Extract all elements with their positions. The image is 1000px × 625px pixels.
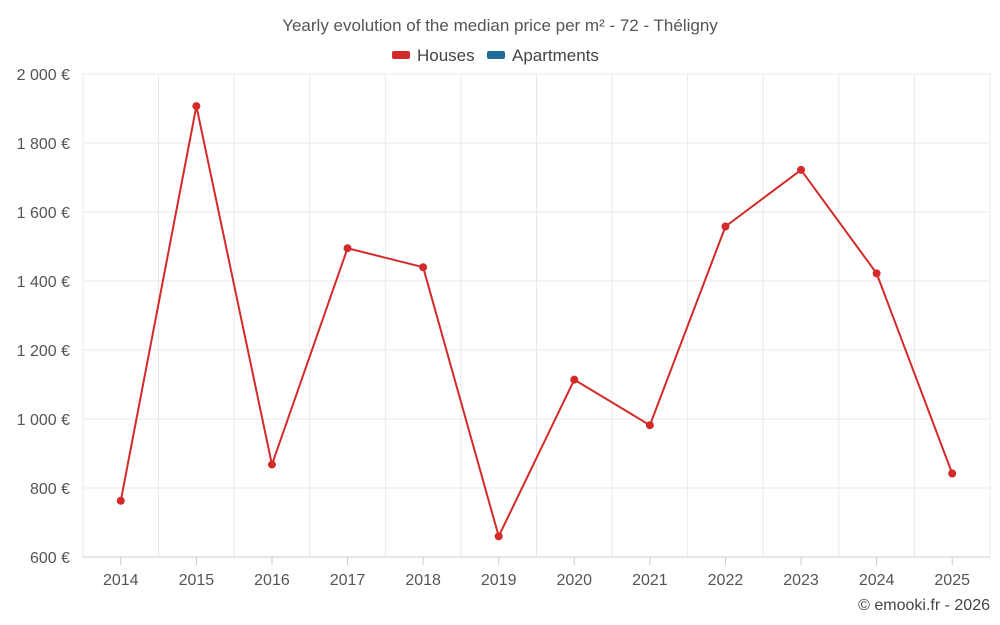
data-point-houses[interactable]	[267, 460, 276, 469]
y-tick-label: 800 €	[30, 481, 70, 498]
x-tick-label: 2016	[254, 572, 290, 589]
credit-text: © emooki.fr - 2026	[858, 597, 990, 614]
x-tick-label: 2018	[405, 572, 441, 589]
y-tick-label: 1 200 €	[17, 343, 70, 360]
legend: Houses Apartments	[392, 46, 599, 65]
chart-title: Yearly evolution of the median price per…	[282, 16, 718, 35]
y-tick-label: 600 €	[30, 550, 70, 567]
data-point-houses[interactable]	[948, 469, 957, 478]
series-line-houses	[119, 105, 954, 538]
y-tick-label: 1 600 €	[17, 205, 70, 222]
data-point-houses[interactable]	[797, 165, 806, 174]
x-tick-label: 2024	[859, 572, 895, 589]
x-axis: 2014 2015 2016 2017 2018 2019 2020 2021 2022 2023…	[103, 557, 970, 589]
data-point-houses[interactable]	[192, 102, 201, 111]
x-tick-label: 2021	[632, 572, 668, 589]
data-point-houses[interactable]	[570, 375, 579, 384]
legend-label-apartments[interactable]: Apartments	[512, 46, 599, 65]
data-point-houses[interactable]	[419, 263, 428, 272]
legend-swatch-apartments[interactable]	[487, 51, 505, 59]
x-tick-label: 2014	[103, 572, 139, 589]
data-point-houses[interactable]	[494, 532, 503, 541]
y-tick-label: 1 000 €	[17, 412, 70, 429]
y-tick-label: 1 400 €	[17, 274, 70, 291]
data-point-houses[interactable]	[645, 421, 654, 430]
x-tick-label: 2015	[179, 572, 215, 589]
legend-label-houses[interactable]: Houses	[417, 46, 475, 65]
y-tick-label: 2 000 €	[17, 67, 70, 84]
data-point-houses[interactable]	[721, 222, 730, 231]
y-tick-label: 1 800 €	[17, 136, 70, 153]
x-tick-label: 2017	[330, 572, 366, 589]
data-point-houses[interactable]	[872, 269, 881, 278]
x-tick-label: 2019	[481, 572, 517, 589]
x-tick-label: 2025	[934, 572, 970, 589]
data-point-houses[interactable]	[116, 496, 125, 505]
x-tick-label: 2022	[708, 572, 744, 589]
legend-swatch-houses[interactable]	[392, 51, 410, 59]
x-tick-label: 2020	[556, 572, 592, 589]
data-point-houses[interactable]	[343, 244, 352, 253]
x-tick-label: 2023	[783, 572, 819, 589]
y-axis: 600 € 800 € 1 000 € 1 200 € 1 400 € 1 600 € 1 …	[17, 67, 70, 567]
series-houses	[116, 102, 957, 541]
vertical-gridlines	[82, 74, 991, 557]
